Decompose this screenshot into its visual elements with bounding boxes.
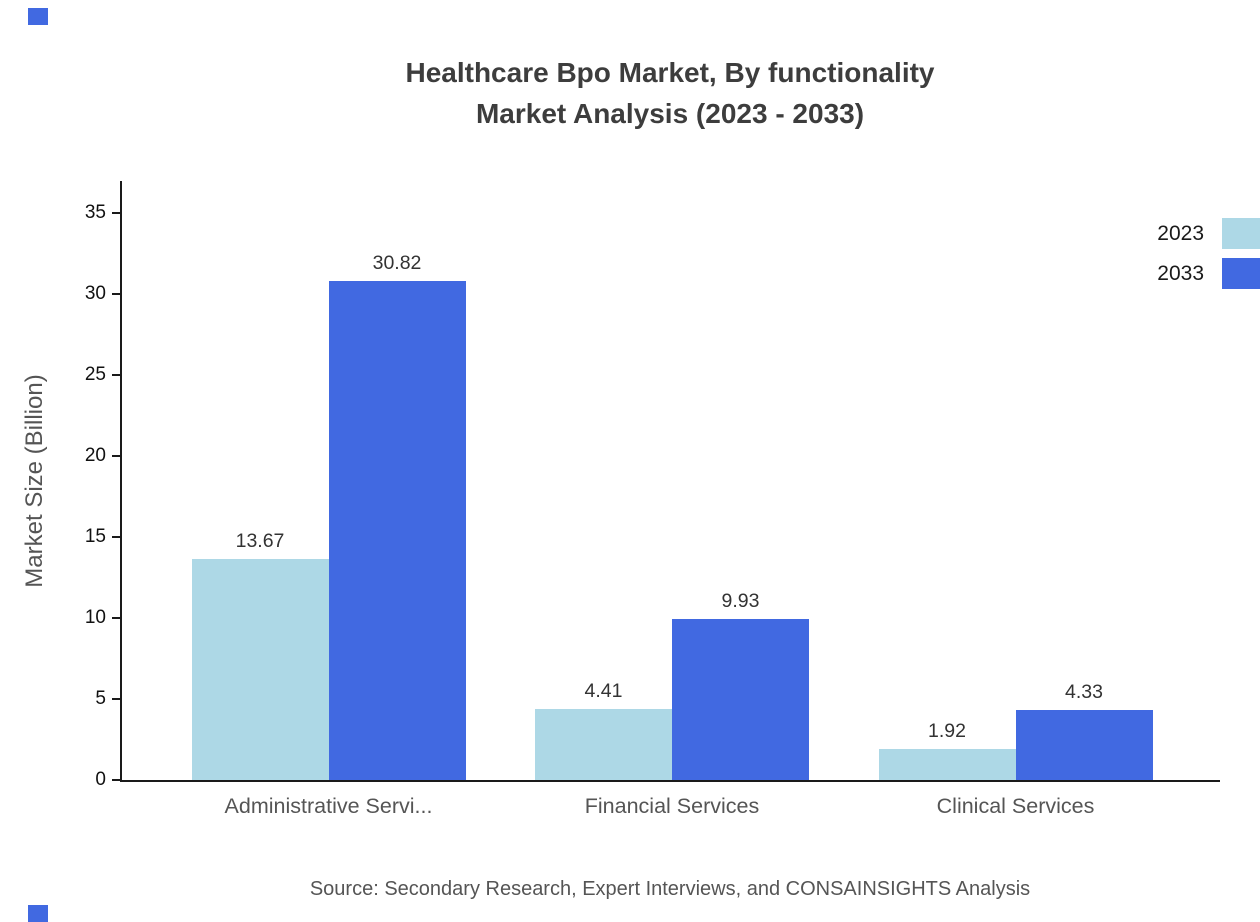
source-note: Source: Secondary Research, Expert Inter… xyxy=(309,878,1031,900)
y-tick-mark xyxy=(112,455,122,458)
bar-value-label: 4.33 xyxy=(1065,680,1103,703)
bar-2023-category-1 xyxy=(191,558,329,780)
bar-2023-category-3 xyxy=(878,748,1016,780)
y-tick-mark xyxy=(112,536,122,539)
bar-2033-category-1 xyxy=(328,281,466,780)
legend-swatch-2023 xyxy=(1222,218,1260,249)
bar-value-label: 4.41 xyxy=(584,679,623,702)
legend: 2023 2033 xyxy=(1157,218,1260,298)
legend-item-2033: 2033 xyxy=(1157,258,1260,289)
legend-label-2033: 2033 xyxy=(1157,261,1204,285)
plot-area: 0 5 10 15 20 25 30 35 13.67 30.82 Administrative S… xyxy=(85,181,1220,818)
y-tick-mark xyxy=(112,779,122,781)
bar-value-label: 9.93 xyxy=(721,590,760,613)
y-tick-label: 25 xyxy=(84,364,106,386)
y-tick-label: 15 xyxy=(84,526,106,548)
chart-title-line-1: Healthcare Bpo Market, By functionality xyxy=(405,57,935,88)
watermark-square-bottom-left xyxy=(28,905,48,922)
y-tick-mark xyxy=(112,374,122,377)
bar-2033-category-2 xyxy=(672,619,809,780)
chart-title-line-2: Market Analysis (2023 - 2033) xyxy=(475,98,865,129)
y-tick-mark xyxy=(112,617,122,620)
y-tick-mark xyxy=(112,293,122,296)
x-category-label: Clinical Services xyxy=(936,794,1095,818)
legend-label-2023: 2023 xyxy=(1157,221,1204,245)
watermark-square-top-left xyxy=(28,8,48,25)
y-tick-mark xyxy=(112,212,122,215)
y-tick-label: 35 xyxy=(84,202,106,224)
bar-value-label: 30.82 xyxy=(372,252,422,275)
y-axis-title: Market Size (Billion) xyxy=(21,374,48,588)
y-tick-label: 30 xyxy=(84,283,106,305)
bar-value-label: 13.67 xyxy=(235,529,285,552)
x-category-label: Financial Services xyxy=(584,794,760,818)
legend-item-2023: 2023 xyxy=(1157,218,1260,249)
legend-swatch-2033 xyxy=(1222,258,1260,289)
y-tick-label: 5 xyxy=(95,688,106,710)
bar-2023-category-2 xyxy=(535,708,672,780)
bar-2033-category-3 xyxy=(1015,709,1153,780)
y-tick-label: 0 xyxy=(95,769,106,790)
x-category-label: Administrative Servi... xyxy=(224,794,433,818)
y-tick-mark xyxy=(112,698,122,701)
y-tick-label: 10 xyxy=(84,607,106,629)
chart-title: Healthcare Bpo Market, By functionality … xyxy=(80,52,1260,134)
bar-value-label: 1.92 xyxy=(928,719,966,742)
y-tick-label: 20 xyxy=(84,445,106,467)
